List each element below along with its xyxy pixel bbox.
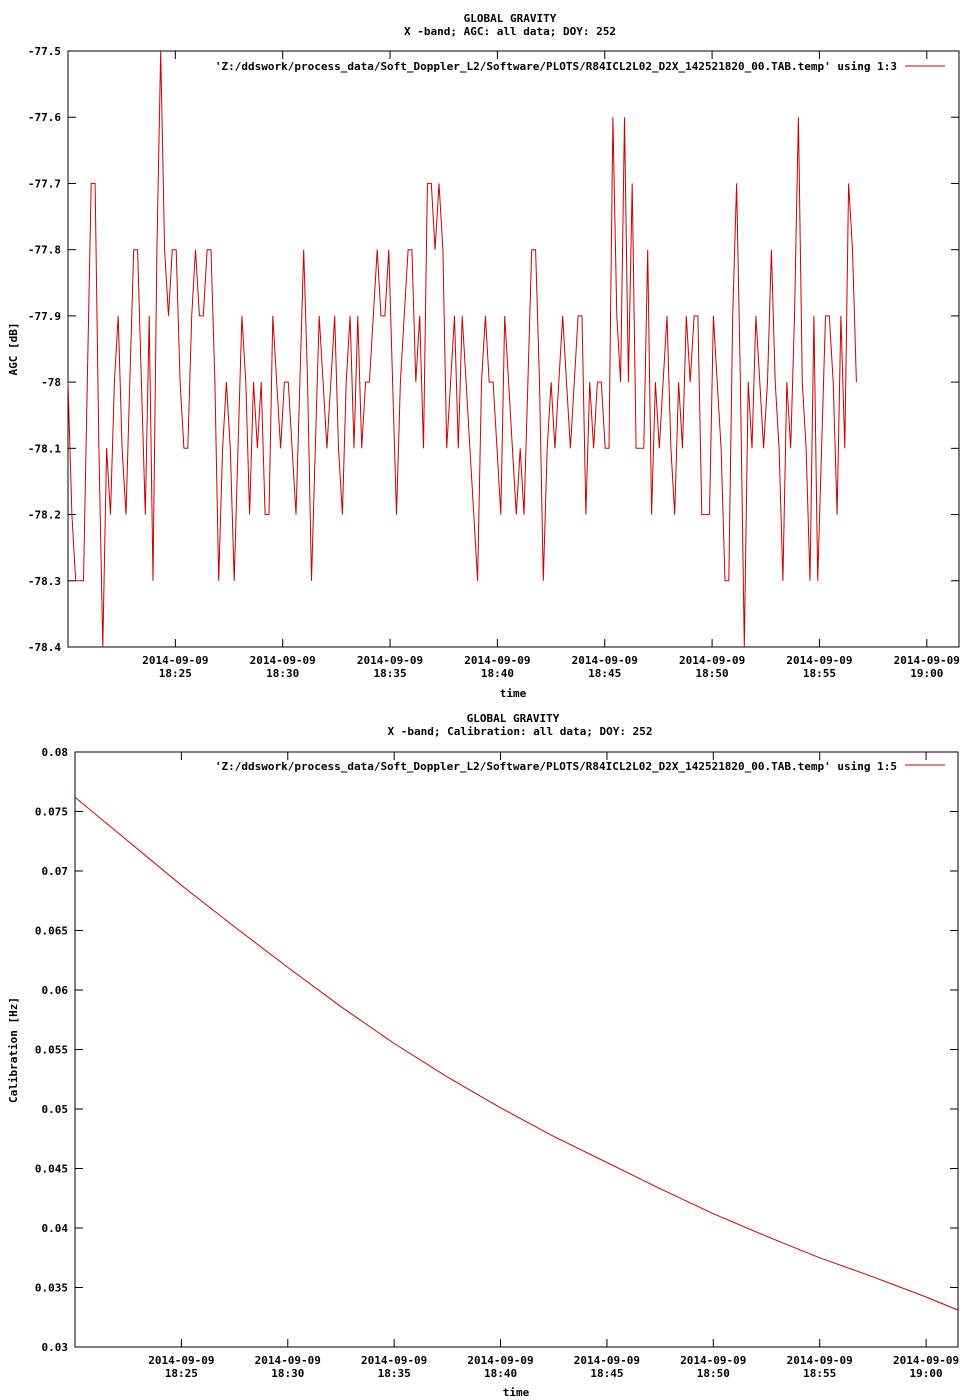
calibration-y-ticks: 0.08 0.075 0.07 0.065 0.06 0.055 0.05 0.045 0.04… <box>35 746 958 1354</box>
agc-y-tick-label: -78.1 <box>28 442 61 455</box>
agc-x-tick-time: 18:25 <box>159 667 192 680</box>
agc-x-tick-time: 18:55 <box>803 667 836 680</box>
calibration-x-tick-time: 18:55 <box>803 1367 836 1380</box>
calibration-y-tick-label: 0.065 <box>35 925 68 938</box>
calibration-x-tick-time: 18:40 <box>484 1367 517 1380</box>
agc-x-tick-time: 18:50 <box>696 667 729 680</box>
calibration-y-tick-label: 0.07 <box>42 865 69 878</box>
calibration-y-tick-label: 0.05 <box>42 1103 69 1116</box>
calibration-x-tick-date: 2014-09-09 <box>467 1354 533 1367</box>
agc-x-tick-time: 18:40 <box>481 667 514 680</box>
calibration-plot-frame <box>74 751 959 1348</box>
calibration-legend: 'Z:/ddswork/process_data/Soft_Doppler_L2… <box>215 760 945 773</box>
agc-x-tick-date: 2014-09-09 <box>786 654 852 667</box>
calibration-x-tick-time: 18:25 <box>165 1367 198 1380</box>
agc-x-axis-label: time <box>500 687 527 700</box>
calibration-x-tick-time: 18:45 <box>590 1367 623 1380</box>
calibration-y-axis-label: Calibration [Hz] <box>7 997 20 1103</box>
agc-x-tick-date: 2014-09-09 <box>679 654 745 667</box>
calibration-y-tick-label: 0.045 <box>35 1163 68 1176</box>
agc-x-tick-time: 18:45 <box>588 667 621 680</box>
agc-y-ticks: -77.5 -77.6 -77.7 -77.8 -77.9 -78 -78.1 -78.2 -7… <box>28 45 959 654</box>
agc-x-tick-time: 18:35 <box>373 667 406 680</box>
agc-chart-subtitle: X -band; AGC: all data; DOY: 252 <box>404 25 616 38</box>
agc-x-tick-time: 19:00 <box>910 667 943 680</box>
calibration-x-tick-date: 2014-09-09 <box>255 1354 321 1367</box>
agc-x-tick-date: 2014-09-09 <box>894 654 960 667</box>
calibration-y-tick-label: 0.075 <box>35 806 68 819</box>
calibration-x-tick-date: 2014-09-09 <box>680 1354 746 1367</box>
agc-x-tick-date: 2014-09-09 <box>142 654 208 667</box>
agc-y-tick-label: -77.8 <box>28 244 61 257</box>
agc-y-tick-label: -77.9 <box>28 310 61 323</box>
calibration-x-ticks: 2014-09-0918:252014-09-0918:302014-09-09… <box>148 752 959 1380</box>
calibration-y-tick-label: 0.08 <box>42 746 69 759</box>
agc-chart-title: GLOBAL GRAVITY <box>464 12 557 25</box>
calibration-y-tick-label: 0.03 <box>42 1341 69 1354</box>
agc-y-tick-label: -78.3 <box>28 575 61 588</box>
calibration-x-axis-label: time <box>503 1386 530 1399</box>
agc-y-tick-label: -77.6 <box>28 111 61 124</box>
agc-chart: GLOBAL GRAVITY X -band; AGC: all data; D… <box>7 12 960 700</box>
calibration-y-tick-label: 0.06 <box>42 984 69 997</box>
agc-x-tick-date: 2014-09-09 <box>464 654 530 667</box>
agc-legend-label: 'Z:/ddswork/process_data/Soft_Doppler_L2… <box>215 60 897 73</box>
calibration-chart: GLOBAL GRAVITY X -band; Calibration: all… <box>7 712 959 1399</box>
calibration-x-tick-date: 2014-09-09 <box>787 1354 853 1367</box>
agc-x-tick-date: 2014-09-09 <box>250 654 316 667</box>
agc-x-tick-date: 2014-09-09 <box>572 654 638 667</box>
agc-y-tick-label: -78.4 <box>28 641 61 654</box>
calibration-x-tick-time: 18:35 <box>378 1367 411 1380</box>
agc-plot-frame <box>67 50 960 648</box>
calibration-x-tick-date: 2014-09-09 <box>148 1354 214 1367</box>
calibration-x-tick-time: 19:00 <box>910 1367 943 1380</box>
calibration-series-line <box>74 796 959 1311</box>
calibration-y-tick-label: 0.035 <box>35 1282 68 1295</box>
agc-y-tick-label: -77.7 <box>28 177 61 190</box>
agc-y-tick-label: -78 <box>41 376 61 389</box>
agc-legend: 'Z:/ddswork/process_data/Soft_Doppler_L2… <box>215 60 945 73</box>
calibration-x-tick-date: 2014-09-09 <box>361 1354 427 1367</box>
calibration-y-tick-label: 0.04 <box>42 1222 69 1235</box>
calibration-x-tick-time: 18:50 <box>697 1367 730 1380</box>
calibration-legend-label: 'Z:/ddswork/process_data/Soft_Doppler_L2… <box>215 760 897 773</box>
calibration-x-tick-date: 2014-09-09 <box>574 1354 640 1367</box>
agc-series-line <box>67 50 857 648</box>
agc-y-tick-label: -77.5 <box>28 45 61 58</box>
agc-x-tick-date: 2014-09-09 <box>357 654 423 667</box>
agc-x-ticks: 2014-09-0918:252014-09-0918:302014-09-09… <box>142 51 960 680</box>
calibration-y-tick-label: 0.055 <box>35 1044 68 1057</box>
agc-y-tick-label: -78.2 <box>28 509 61 522</box>
agc-y-axis-label: AGC [dB] <box>7 323 20 376</box>
calibration-chart-subtitle: X -band; Calibration: all data; DOY: 252 <box>388 725 653 738</box>
agc-x-tick-time: 18:30 <box>266 667 299 680</box>
calibration-x-tick-time: 18:30 <box>271 1367 304 1380</box>
calibration-x-tick-date: 2014-09-09 <box>893 1354 959 1367</box>
calibration-chart-title: GLOBAL GRAVITY <box>467 712 560 725</box>
